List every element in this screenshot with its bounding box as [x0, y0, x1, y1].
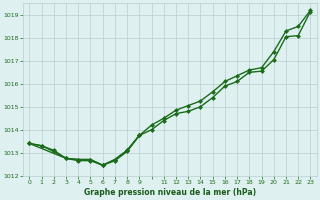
X-axis label: Graphe pression niveau de la mer (hPa): Graphe pression niveau de la mer (hPa) [84, 188, 256, 197]
